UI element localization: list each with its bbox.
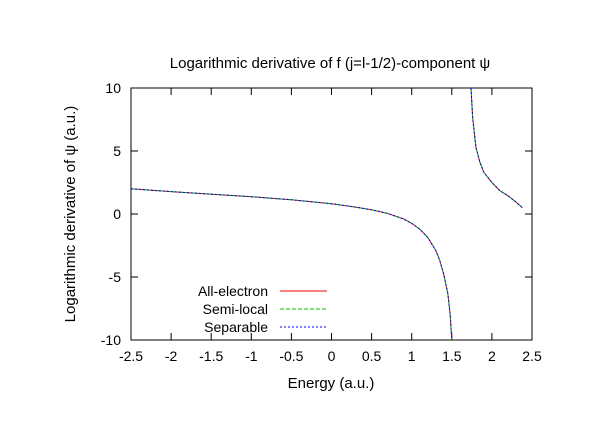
plot-frame <box>130 87 533 341</box>
x-axis-label: Energy (a.u.) <box>288 375 375 392</box>
legend-label: Semi-local <box>203 301 268 317</box>
series-line-separable <box>130 188 453 341</box>
y-tick-label: 10 <box>105 80 121 96</box>
y-tick-label: 5 <box>113 143 121 159</box>
series-line-semi-local <box>470 87 523 209</box>
x-tick-label: 1.5 <box>442 348 462 364</box>
axis-ticks <box>130 87 533 341</box>
legend: All-electron Semi-local Separable <box>198 283 327 335</box>
y-axis-label: Logarithmic derivative of ψ (a.u.) <box>62 106 79 323</box>
x-tick-label: -0.5 <box>279 348 303 364</box>
tick-labels: -2.5 -2 -1.5 -1 -0.5 0 0.5 1 1.5 2 2.5 -10 -5 0 5 10 <box>101 80 542 364</box>
y-tick-label: -5 <box>109 269 122 285</box>
x-tick-label: -1.5 <box>199 348 223 364</box>
x-tick-label: -1 <box>245 348 258 364</box>
x-tick-label: 1 <box>408 348 416 364</box>
series-line-semi-local <box>130 188 453 341</box>
x-tick-label: 2 <box>488 348 496 364</box>
x-tick-label: 0 <box>328 348 336 364</box>
x-tick-label: 2.5 <box>522 348 542 364</box>
x-tick-label: 0.5 <box>362 348 382 364</box>
legend-label: Separable <box>204 319 268 335</box>
series-line-all-electron <box>470 87 523 209</box>
y-tick-label: 0 <box>113 206 121 222</box>
x-tick-label: -2.5 <box>119 348 143 364</box>
series-line-all-electron <box>130 188 453 341</box>
series-line-separable <box>470 87 523 209</box>
y-tick-label: -10 <box>101 332 121 348</box>
legend-label: All-electron <box>198 283 268 299</box>
x-tick-label: -2 <box>165 348 178 364</box>
plot-lines <box>130 87 523 341</box>
chart-title: Logarithmic derivative of f (j=l-1/2)-co… <box>170 55 490 72</box>
